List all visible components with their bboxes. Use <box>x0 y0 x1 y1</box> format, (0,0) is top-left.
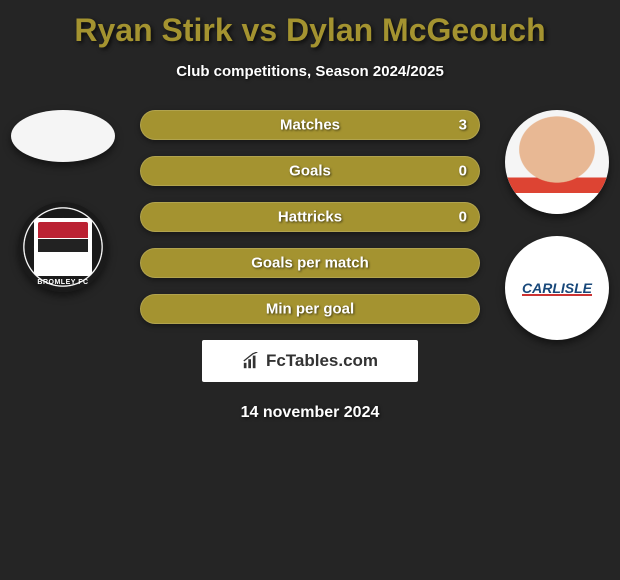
date-text: 14 november 2024 <box>0 404 620 422</box>
stat-bars: Matches 3 Goals 0 Hattricks 0 Goals per … <box>140 110 480 324</box>
title-vs: vs <box>242 12 278 48</box>
player1-club-name: BROMLEY FC <box>18 279 108 286</box>
stats-area: BROMLEY FC CARLISLE Matches 3 Goals 0 Ha… <box>0 110 620 422</box>
stat-bar-matches: Matches 3 <box>140 110 480 140</box>
page-title: Ryan Stirk vs Dylan McGeouch <box>0 0 620 49</box>
stat-right-value: 3 <box>459 117 467 134</box>
stat-right-value: 0 <box>459 209 467 226</box>
stat-bar-hattricks: Hattricks 0 <box>140 202 480 232</box>
branding-box: FcTables.com <box>202 340 418 382</box>
stat-bar-min-per-goal: Min per goal <box>140 294 480 324</box>
player2-face-icon <box>505 110 609 214</box>
stat-bar-goals: Goals 0 <box>140 156 480 186</box>
right-column: CARLISLE <box>502 110 612 340</box>
stat-bar-goals-per-match: Goals per match <box>140 248 480 278</box>
player1-club-badge: BROMLEY FC <box>18 202 108 292</box>
subtitle: Club competitions, Season 2024/2025 <box>0 63 620 80</box>
stat-right-value: 0 <box>459 163 467 180</box>
player2-avatar <box>505 110 609 214</box>
stat-label: Min per goal <box>141 301 479 318</box>
player2-club-name: CARLISLE <box>522 280 592 296</box>
chart-icon <box>242 352 260 370</box>
title-player2: Dylan McGeouch <box>286 12 546 48</box>
stat-label: Goals <box>141 163 479 180</box>
title-player1: Ryan Stirk <box>74 12 232 48</box>
player2-club-badge: CARLISLE <box>505 236 609 340</box>
player1-avatar <box>11 110 115 162</box>
stat-label: Matches <box>141 117 479 134</box>
left-column: BROMLEY FC <box>8 110 118 292</box>
stat-label: Goals per match <box>141 255 479 272</box>
stat-label: Hattricks <box>141 209 479 226</box>
branding-text: FcTables.com <box>266 351 378 371</box>
